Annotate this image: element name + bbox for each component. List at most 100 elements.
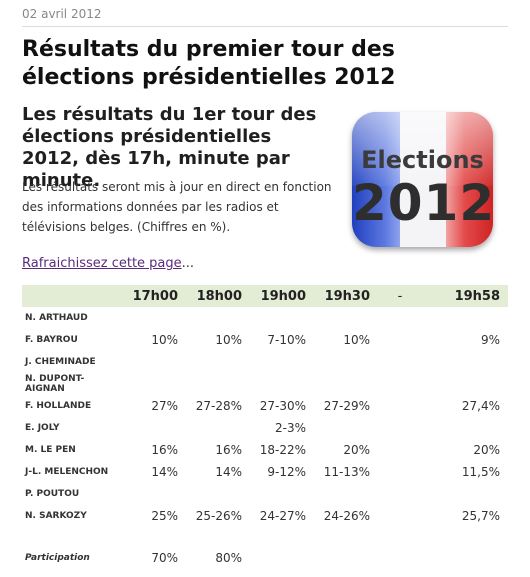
logo-gloss (352, 112, 493, 187)
result-cell: 20% (343, 443, 370, 457)
result-cell (422, 417, 508, 439)
logo-word: Elections (361, 146, 484, 174)
result-cell: 9% (480, 333, 500, 347)
result-cell (250, 307, 314, 329)
result-cell (378, 417, 422, 439)
candidate-name: J-L. MELENCHON (25, 467, 109, 477)
result-cell: 16% (151, 443, 178, 457)
result-cell (186, 417, 250, 439)
result-cell (186, 307, 250, 329)
result-cell (186, 373, 250, 395)
candidate-name: N. DUPONT-AIGNAN (25, 374, 85, 394)
table-row: F. HOLLANDE 27% 27-28% 27-30% 27-29% 27,4% (22, 395, 508, 417)
table-row: J-L. MELENCHON 14% 14% 9-12% 11-13% 11,5% (22, 461, 508, 483)
header-time: 19h00 (260, 288, 306, 304)
result-cell (378, 329, 422, 351)
result-cell (250, 547, 314, 569)
header-time: 19h30 (324, 288, 370, 304)
result-cell: 27-30% (259, 399, 306, 413)
result-cell: 24-26% (323, 509, 370, 523)
result-cell (314, 417, 378, 439)
candidate-name: M. LE PEN (25, 445, 76, 455)
result-cell: 10% (215, 333, 242, 347)
result-cell (250, 373, 314, 395)
result-cell (378, 373, 422, 395)
article-subtitle: Les résultats du 1er tour des élections … (22, 104, 317, 191)
result-cell (422, 307, 508, 329)
result-cell (378, 307, 422, 329)
candidate-name: N. ARTHAUD (25, 313, 88, 323)
participation-row: Participation 70% 80% (22, 547, 508, 569)
result-cell: 25-26% (195, 509, 242, 523)
refresh-suffix: ... (181, 256, 195, 271)
result-cell (378, 439, 422, 461)
result-cell (186, 483, 250, 505)
header-candidate (22, 285, 118, 307)
table-row: N. ARTHAUD (22, 307, 508, 329)
result-cell: 25% (151, 509, 178, 523)
logo-year: 2012 (352, 174, 493, 232)
refresh-line: Rafraichissez cette page... (22, 256, 194, 271)
table-row: M. LE PEN 16% 16% 18-22% 20% 20% (22, 439, 508, 461)
results-table: 17h00 18h00 19h00 19h30 - 19h58 N. ARTHA… (22, 285, 508, 569)
result-cell: 25,7% (461, 509, 500, 523)
table-row: F. BAYROU 10% 10% 7-10% 10% 9% (22, 329, 508, 351)
result-cell: 9-12% (267, 465, 306, 479)
table-header-row: 17h00 18h00 19h00 19h30 - 19h58 (22, 285, 508, 307)
table-row: E. JOLY 2-3% (22, 417, 508, 439)
result-cell: 24-27% (259, 509, 306, 523)
result-cell (314, 483, 378, 505)
candidate-name: E. JOLY (25, 423, 60, 433)
candidate-name: J. CHEMINADE (25, 357, 96, 367)
result-cell (378, 395, 422, 417)
result-cell: 27-28% (195, 399, 242, 413)
results-body: N. ARTHAUD F. BAYROU 10% 10% 7-10% 10% 9% J. CH… (22, 307, 508, 569)
result-cell: 16% (215, 443, 242, 457)
result-cell: 11-13% (323, 465, 370, 479)
result-cell: 80% (215, 551, 242, 565)
intro-text: Les résultats seront mis à jour en direc… (22, 180, 332, 234)
table-row: N. SARKOZY 25% 25-26% 24-27% 24-26% 25,7% (22, 505, 508, 527)
candidate-name: F. BAYROU (25, 335, 78, 345)
result-cell: 10% (151, 333, 178, 347)
result-cell: 2-3% (274, 421, 306, 435)
result-cell (118, 417, 186, 439)
result-cell (314, 373, 378, 395)
refresh-page-link[interactable]: Rafraichissez cette page (22, 256, 182, 271)
result-cell: 27% (151, 399, 178, 413)
result-cell (118, 351, 186, 373)
result-cell (186, 351, 250, 373)
candidate-name: P. POUTOU (25, 489, 80, 499)
result-cell: 20% (473, 443, 500, 457)
spacer-row (22, 527, 508, 547)
elections-2012-logo: Elections 2012 (352, 112, 493, 247)
result-cell: 14% (151, 465, 178, 479)
page-title: Résultats du premier tour des élections … (22, 37, 396, 90)
result-cell (378, 351, 422, 373)
header-time: 19h58 (454, 288, 500, 304)
candidate-name: Participation (25, 553, 90, 563)
result-cell (422, 351, 508, 373)
header-time: 17h00 (132, 288, 178, 304)
result-cell (422, 373, 508, 395)
result-cell (422, 483, 508, 505)
result-cell (250, 483, 314, 505)
result-cell: 27,4% (461, 399, 500, 413)
result-cell (314, 351, 378, 373)
result-cell: 18-22% (259, 443, 306, 457)
result-cell (118, 483, 186, 505)
candidate-name: N. SARKOZY (25, 511, 87, 521)
table-row: J. CHEMINADE (22, 351, 508, 373)
result-cell: 14% (215, 465, 242, 479)
result-cell: 10% (343, 333, 370, 347)
result-cell (250, 351, 314, 373)
post-date: 02 avril 2012 (22, 6, 508, 27)
header-time: 18h00 (196, 288, 242, 304)
result-cell (422, 547, 508, 569)
table-row: N. DUPONT-AIGNAN (22, 373, 508, 395)
result-cell: 7-10% (267, 333, 306, 347)
result-cell: 70% (151, 551, 178, 565)
result-cell: 27-29% (323, 399, 370, 413)
result-cell (378, 483, 422, 505)
result-cell (378, 461, 422, 483)
